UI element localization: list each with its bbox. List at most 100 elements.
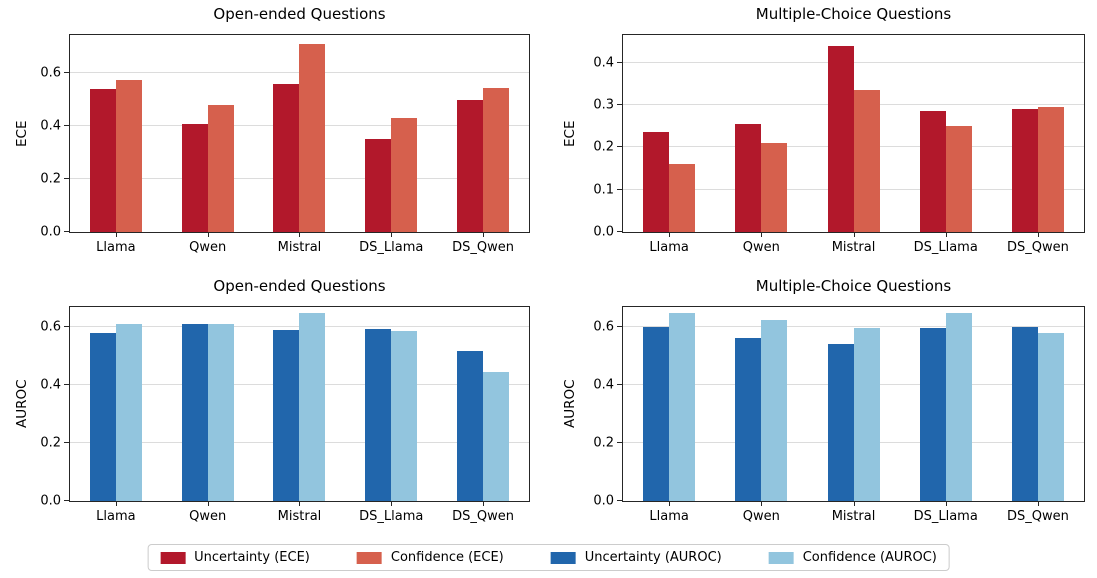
bar-group-mistral: Mistral <box>254 35 346 255</box>
bar <box>669 312 696 501</box>
bar <box>853 90 880 232</box>
bar <box>273 83 300 232</box>
x-tick-label: Mistral <box>831 240 876 255</box>
bar-group-qwen: Qwen <box>715 307 807 524</box>
x-tick-mark <box>115 232 117 237</box>
x-tick-label: Llama <box>96 509 136 524</box>
x-tick-label: Qwen <box>189 240 227 255</box>
bar-group-ds_llama: DS_Llama <box>345 307 437 524</box>
bar <box>115 79 142 232</box>
x-tick-label: Mistral <box>277 240 322 255</box>
x-tick-label: DS_Llama <box>913 509 978 524</box>
bar <box>115 323 142 501</box>
bar <box>1011 327 1038 501</box>
x-tick-mark <box>669 501 671 506</box>
bar-group-qwen: Qwen <box>162 307 254 524</box>
x-tick-mark <box>207 232 209 237</box>
bar <box>643 132 670 232</box>
x-tick-label: DS_Qwen <box>1006 240 1069 255</box>
bar-group-ds_qwen: DS_Qwen <box>437 307 529 524</box>
y-axis-label: ECE <box>562 120 578 147</box>
bar <box>457 99 484 232</box>
y-tick-mark <box>617 146 622 148</box>
legend-swatch <box>356 551 382 564</box>
x-tick-mark <box>669 232 671 237</box>
y-tick-label: 0.4 <box>593 55 614 71</box>
bar <box>483 87 510 232</box>
y-tick-mark <box>617 61 622 63</box>
y-axis-label: AUROC <box>14 379 30 429</box>
bar <box>643 326 670 501</box>
y-tick-mark <box>64 325 69 327</box>
plot-area: Llama Qwen Mistral DS_Llama DS_Qwen 0.0 0.2 0.… <box>593 306 1085 524</box>
bar <box>827 343 854 501</box>
y-tick-label: 0.4 <box>593 377 614 393</box>
bar-group-ds_qwen: DS_Qwen <box>992 307 1084 524</box>
x-tick-label: DS_Qwen <box>452 509 515 524</box>
bar <box>761 320 788 501</box>
bar <box>89 89 116 232</box>
bar <box>207 323 234 501</box>
y-tick-mark <box>617 500 622 501</box>
y-tick-label: 0.0 <box>593 493 614 509</box>
x-tick-label: Llama <box>649 509 689 524</box>
y-tick-mark <box>617 325 622 327</box>
x-tick-mark <box>483 501 485 506</box>
bar-group-ds_llama: DS_Llama <box>345 35 437 255</box>
x-tick-label: Mistral <box>831 509 876 524</box>
bar <box>391 331 418 501</box>
x-tick-mark <box>207 501 209 506</box>
x-tick-mark <box>945 232 947 237</box>
x-tick-label: DS_Qwen <box>1006 509 1069 524</box>
y-tick-label: 0.6 <box>40 65 61 81</box>
x-tick-label: Llama <box>96 240 136 255</box>
x-tick-label: DS_Llama <box>913 240 978 255</box>
x-tick-label: DS_Llama <box>359 240 424 255</box>
bar <box>919 327 946 501</box>
plot-title: Open-ended Questions <box>213 277 386 295</box>
bar-group-mistral: Mistral <box>254 307 346 524</box>
bar-group-ds_llama: DS_Llama <box>900 307 992 524</box>
legend: Uncertainty (ECE) Confidence (ECE) Uncerta… <box>147 544 950 571</box>
x-tick-mark <box>115 501 117 506</box>
bars-container: Llama Qwen Mistral DS_Llama DS_Qwen <box>70 307 529 524</box>
bar <box>1011 109 1038 232</box>
bar-group-llama: Llama <box>623 307 715 524</box>
plot-area: Llama Qwen Mistral DS_Llama DS_Qwen 0.0 0.2 0.… <box>40 306 530 524</box>
bar <box>1037 107 1064 232</box>
x-tick-label: Mistral <box>277 509 322 524</box>
x-tick-mark <box>1037 501 1039 506</box>
bar <box>299 312 326 501</box>
y-tick-mark <box>64 178 69 180</box>
bar <box>207 105 234 232</box>
y-tick-mark <box>617 231 622 232</box>
legend-item: Uncertainty (ECE) <box>160 550 310 565</box>
bar <box>483 372 510 501</box>
plot-area: Llama Qwen Mistral DS_Llama DS_Qwen 0.0 0.1 0.… <box>593 34 1085 255</box>
bar <box>735 337 762 501</box>
legend-label: Uncertainty (AUROC) <box>584 550 722 565</box>
plot-title: Multiple-Choice Questions <box>755 277 952 295</box>
y-tick-mark <box>617 441 622 443</box>
chart-ece-multiple-choice: Multiple-Choice Questions ECE Llama Qwen M… <box>548 0 1097 272</box>
x-tick-label: Llama <box>649 240 689 255</box>
y-tick-label: 0.2 <box>40 171 61 187</box>
y-tick-label: 0.2 <box>40 435 61 451</box>
y-tick-label: 0.1 <box>593 182 614 198</box>
bar <box>735 123 762 232</box>
gridline <box>623 61 1084 63</box>
x-tick-label: Qwen <box>742 509 780 524</box>
bar <box>669 164 696 232</box>
y-tick-label: 0.0 <box>593 224 614 240</box>
bar <box>391 118 418 232</box>
x-tick-mark <box>853 501 855 506</box>
x-tick-label: Qwen <box>742 240 780 255</box>
x-tick-mark <box>761 232 763 237</box>
y-tick-label: 0.6 <box>593 319 614 334</box>
plot-area: Llama Qwen Mistral DS_Llama DS_Qwen 0.0 0.2 0.… <box>40 34 530 255</box>
bar <box>919 111 946 232</box>
y-tick-label: 0.0 <box>40 493 61 509</box>
bar-group-qwen: Qwen <box>162 35 254 255</box>
plot-title: Multiple-Choice Questions <box>755 5 952 23</box>
